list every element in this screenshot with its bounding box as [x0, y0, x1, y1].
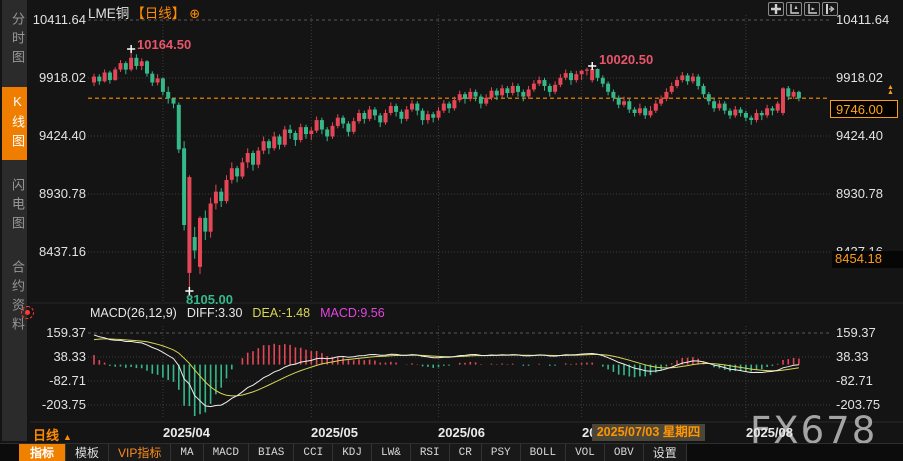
secondary-price-box: 8454.18 — [832, 251, 903, 268]
macd-tick: -82.71 — [836, 373, 873, 388]
axis-scale-up-icon[interactable] — [786, 2, 802, 16]
high-price-annotation: 10164.50 — [137, 37, 192, 52]
sidebar-item-kline[interactable]: K线图 — [2, 87, 27, 160]
symbol-name: LME铜 — [88, 6, 130, 21]
price-tick: 9424.40 — [836, 128, 883, 143]
pan-icon[interactable] — [768, 2, 784, 16]
macd-tick: -203.75 — [836, 397, 881, 412]
macd-tick: -203.75 — [41, 397, 86, 412]
price-tick: 9918.02 — [836, 70, 883, 85]
toolbar-item-5[interactable]: BIAS — [248, 444, 295, 461]
toolbar-item-15[interactable]: 设置 — [643, 444, 687, 461]
macd-name: MACD(26,12,9) — [90, 306, 177, 320]
toolbar-item-1[interactable]: 模板 — [66, 444, 110, 461]
macd-tick: 38.33 — [836, 349, 869, 364]
toolbar-item-10[interactable]: CR — [449, 444, 482, 461]
alert-icon — [21, 306, 34, 319]
sidebar-item-timeline[interactable]: 分时图 — [10, 12, 25, 69]
toolbar-item-14[interactable]: OBV — [604, 444, 644, 461]
toolbar-item-11[interactable]: PSY — [481, 444, 521, 461]
month-label: 2025/06 — [438, 425, 485, 440]
period-selector[interactable]: 日线 ▲ — [33, 428, 72, 443]
arrow-up-icon: ▲ — [63, 432, 72, 442]
chart-tools — [768, 2, 838, 16]
price-tick: 8930.78 — [836, 186, 883, 201]
selected-date-box: 2025/07/03 星期四 — [592, 424, 705, 441]
shift-to-latest-icon[interactable] — [822, 2, 838, 16]
sidebar-item-flash[interactable]: 闪电图 — [10, 178, 25, 235]
macd-dea-value: DEA:-1.48 — [252, 306, 311, 320]
toolbar-item-0[interactable]: 指标 — [19, 444, 67, 461]
macd-hist-value: MACD:9.56 — [320, 306, 385, 320]
axis-scale-right-icon[interactable] — [804, 2, 820, 16]
scroll-to-latest-icon[interactable]: ▲ ▲ — [887, 84, 894, 96]
toolbar-item-9[interactable]: RSI — [410, 444, 450, 461]
month-label: 2025/08 — [746, 425, 793, 440]
month-label: 2025/04 — [163, 425, 210, 440]
price-tick: 9424.40 — [39, 128, 86, 143]
toolbar-item-12[interactable]: BOLL — [520, 444, 567, 461]
toolbar-spacer — [0, 444, 19, 461]
period-label: 【日线】 — [131, 6, 186, 21]
toolbar-item-6[interactable]: CCI — [294, 444, 334, 461]
macd-header: MACD(26,12,9) DIFF:3.30 DEA:-1.48 MACD:9.56 — [90, 306, 395, 320]
toolbar-item-8[interactable]: LW& — [372, 444, 411, 461]
price-tick: 9918.02 — [39, 70, 86, 85]
toolbar-item-3[interactable]: MA — [171, 444, 204, 461]
left-sidebar: 分时图 K线图 闪电图 合约资料 — [2, 0, 27, 441]
macd-tick: 159.37 — [836, 325, 876, 340]
toolbar-item-4[interactable]: MACD — [203, 444, 249, 461]
toolbar-item-7[interactable]: KDJ — [333, 444, 373, 461]
price-tick: 8437.16 — [39, 244, 86, 259]
current-price-box: 9746.00 — [830, 100, 898, 118]
toolbar-item-2[interactable]: VIP指标 — [109, 444, 172, 461]
chart-title: LME铜 【日线】 ⊕ — [88, 2, 200, 22]
macd-tick: 38.33 — [53, 349, 86, 364]
month-label: 2025/05 — [311, 425, 358, 440]
bottom-toolbar: 指标 模板 VIP指标 MA MACD BIAS CCI KDJ LW& RSI CR PSY BOLL… — [0, 443, 903, 461]
low-price-annotation: 8105.00 — [186, 292, 233, 307]
macd-diff-value: DIFF:3.30 — [186, 306, 243, 320]
price-tick: 10411.64 — [32, 12, 86, 27]
sidebar-item-contract-info[interactable]: 合约资料 — [10, 260, 25, 336]
add-icon[interactable]: ⊕ — [189, 6, 201, 21]
price-tick: 8930.78 — [39, 186, 86, 201]
toolbar-item-13[interactable]: VOL — [566, 444, 605, 461]
macd-tick: 159.37 — [46, 325, 86, 340]
price-tick: 10411.64 — [836, 12, 890, 27]
macd-tick: -82.71 — [49, 373, 86, 388]
high-price-annotation: 10020.50 — [599, 52, 654, 67]
